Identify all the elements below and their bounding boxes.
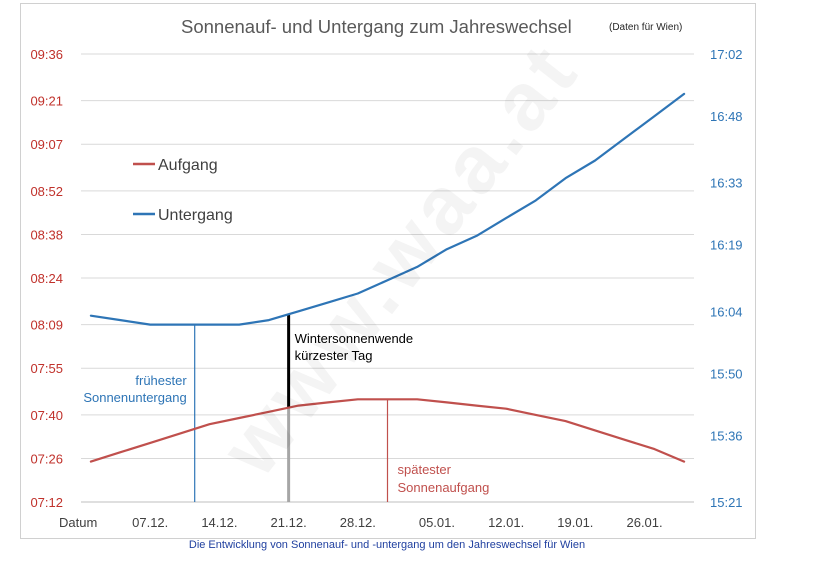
annotation-latest-sunrise-line2: Sonnenaufgang	[398, 480, 490, 495]
x-tick-label: 07.12.	[132, 515, 168, 530]
y-right-tick-label: 15:50	[710, 366, 743, 381]
chart-title: Sonnenauf- und Untergang zum Jahreswechs…	[181, 16, 572, 37]
x-tick-label: 26.01.	[626, 515, 662, 530]
x-tick-label: 05.01.	[419, 515, 455, 530]
x-tick-label: 14.12.	[201, 515, 237, 530]
y-right-tick-label: 17:02	[710, 47, 743, 62]
series-line-untergang	[89, 92, 686, 326]
annotation-earliest-sunset-line2: Sonnenuntergang	[83, 390, 186, 405]
sunrise-sunset-chart: 07:12 07:26 07:40 07:55 08:09 08:24 08:38 08:52…	[30, 16, 743, 530]
x-axis-label: Datum	[59, 515, 97, 530]
y-right-tick-label: 16:04	[710, 304, 743, 319]
y-right-tick-label: 16:48	[710, 109, 743, 124]
y-right-tick-label: 16:33	[710, 176, 743, 191]
y-right-tick-label: 15:21	[710, 495, 743, 510]
y-right-tick-label: 16:19	[710, 238, 743, 253]
y-left-tick-label: 07:12	[30, 495, 63, 510]
x-tick-label: 21.12.	[271, 515, 307, 530]
legend-label-untergang: Untergang	[158, 207, 233, 224]
y-left-tick-label: 08:09	[30, 318, 63, 333]
x-tick-label: 19.01.	[557, 515, 593, 530]
y-left-tick-label: 08:52	[30, 184, 63, 199]
annotation-earliest-sunset-line1: frühester	[135, 373, 187, 388]
y-left-tick-label: 09:21	[30, 94, 63, 109]
y-left-tick-label: 07:40	[30, 408, 63, 423]
figure-caption: Die Entwicklung von Sonnenauf- und -unte…	[188, 539, 586, 551]
annotation-latest-sunrise-line1: spätester	[398, 462, 452, 477]
y-left-tick-label: 09:07	[30, 137, 63, 152]
x-tick-label: 12.01.	[488, 515, 524, 530]
y-left-tick-label: 07:55	[30, 361, 63, 376]
series-line-aufgang	[89, 398, 686, 463]
annotation-solstice-line1: Wintersonnenwende	[295, 331, 414, 346]
legend-label-aufgang: Aufgang	[158, 157, 218, 174]
y-left-tick-label: 07:26	[30, 451, 63, 466]
y-right-tick-label: 15:36	[710, 428, 743, 443]
y-left-tick-label: 08:38	[30, 227, 63, 242]
annotation-solstice-line2: kürzester Tag	[295, 348, 373, 363]
chart-subtitle: (Daten für Wien)	[609, 22, 682, 33]
y-left-tick-label: 09:36	[30, 47, 63, 62]
x-tick-label: 28.12.	[340, 515, 376, 530]
chart-frame: 07:12 07:26 07:40 07:55 08:09 08:24 08:38 08:52…	[20, 3, 756, 539]
y-left-tick-label: 08:24	[30, 271, 63, 286]
